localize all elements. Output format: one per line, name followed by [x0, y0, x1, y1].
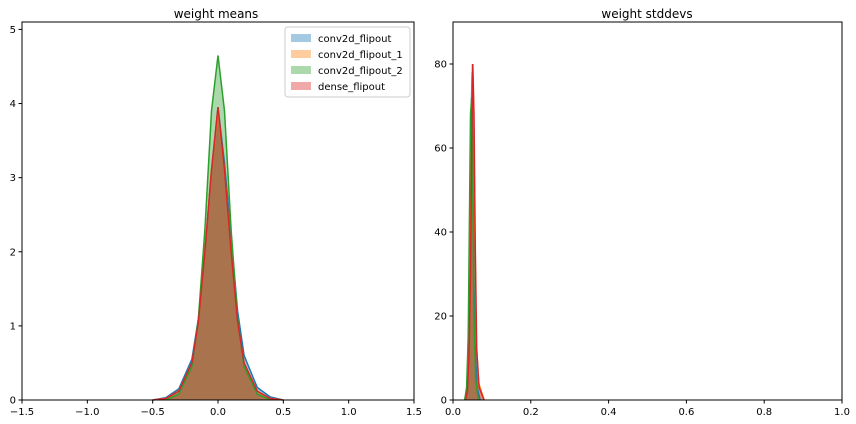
legend-swatch [291, 34, 311, 42]
means-series-line-3 [152, 107, 284, 401]
stddevs-y-tick-label: 0 [441, 396, 447, 407]
stddevs-series-area-0 [464, 72, 481, 401]
means-x-tick-label: 1.0 [341, 407, 357, 418]
legend-swatch [291, 82, 311, 90]
stddevs-x-tick-label: 0.4 [601, 407, 617, 418]
means-series-area-2 [165, 55, 271, 401]
means-y-tick-label: 2 [10, 247, 16, 258]
means-x-tick-label: −1.0 [75, 407, 99, 418]
legend-entry-label: conv2d_flipout_1 [318, 50, 403, 61]
legend-entry-label: conv2d_flipout [318, 34, 391, 45]
means-series-area-0 [152, 107, 284, 400]
stddevs-x-tick-label: 0.8 [756, 407, 772, 418]
legend-entry-label: conv2d_flipout_2 [318, 66, 403, 77]
stddevs-plot-area [463, 63, 485, 401]
means-x-tick-label: −0.5 [141, 407, 165, 418]
stddevs-x-ticks: 0.0 0.2 0.4 0.6 0.8 1.0 [445, 400, 850, 418]
stddevs-series-area-2 [464, 97, 479, 400]
legend-entry-label: dense_flipout [318, 82, 385, 93]
means-plot-area [152, 55, 284, 401]
legend-swatch [291, 50, 311, 58]
means-y-tick-label: 5 [10, 25, 16, 36]
stddevs-series-line-2 [463, 97, 480, 401]
legend-swatch [291, 66, 311, 74]
means-series-line-2 [165, 55, 271, 401]
stddevs-x-tick-label: 0.0 [445, 407, 461, 418]
stddevs-y-tick-label: 20 [434, 312, 447, 323]
means-title: weight means [174, 7, 259, 21]
stddevs-x-tick-label: 0.6 [678, 407, 694, 418]
stddevs-axes: weight stddevs 0.0 0.2 0.4 0.6 0.8 1.0 0 20 40 6… [434, 7, 850, 418]
means-axes: weight means −1.5 −1.0 −0.5 0.0 0.5 1.0 1.5 0 1… [10, 7, 422, 418]
stddevs-y-ticks: 0 20 40 60 80 [434, 60, 453, 407]
means-y-ticks: 0 1 2 3 4 5 [10, 25, 22, 407]
means-series-area-1 [152, 110, 284, 401]
stddevs-x-tick-label: 0.2 [523, 407, 539, 418]
stddevs-series-line-3 [464, 63, 485, 401]
means-x-ticks: −1.5 −1.0 −0.5 0.0 0.5 1.0 1.5 [10, 400, 422, 418]
means-y-tick-label: 4 [10, 99, 16, 110]
stddevs-title: weight stddevs [601, 7, 692, 21]
means-x-tick-label: 1.5 [406, 407, 422, 418]
means-y-tick-label: 3 [10, 173, 16, 184]
means-x-tick-label: 0.5 [275, 407, 291, 418]
means-x-tick-label: 0.0 [210, 407, 226, 418]
stddevs-y-tick-label: 40 [434, 228, 447, 239]
means-legend: conv2d_flipout conv2d_flipout_1 conv2d_fli… [284, 26, 411, 98]
means-x-tick-label: −1.5 [10, 407, 34, 418]
means-y-tick-label: 0 [10, 396, 16, 407]
stddevs-axes-frame [452, 21, 843, 401]
stddevs-x-tick-label: 1.0 [834, 407, 850, 418]
means-y-tick-label: 1 [10, 321, 16, 332]
means-series-area-3 [152, 107, 284, 400]
legend-box [284, 26, 411, 98]
stddevs-y-tick-label: 60 [434, 144, 447, 155]
stddevs-y-tick-label: 80 [434, 60, 447, 71]
